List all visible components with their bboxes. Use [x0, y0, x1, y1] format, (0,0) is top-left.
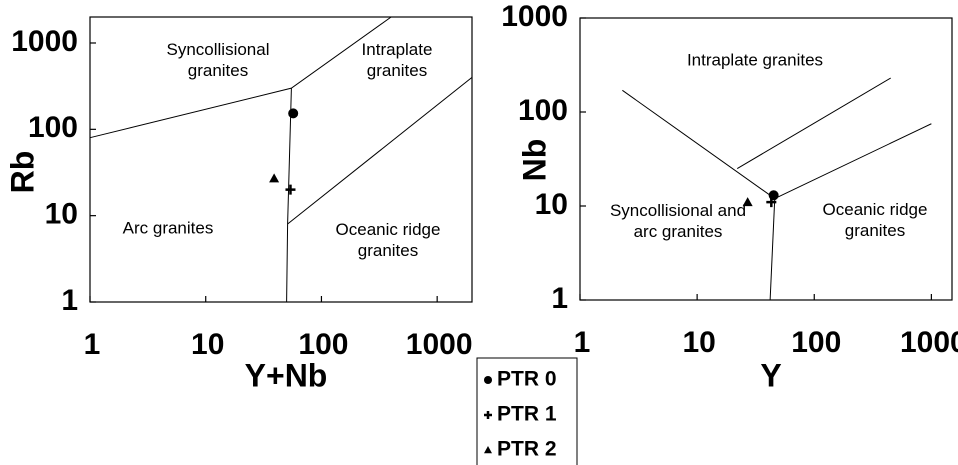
y-axis-label: Rb	[4, 151, 40, 194]
field-label: Syncollisional and arc granites	[609, 201, 747, 241]
legend-marker	[484, 411, 492, 419]
field-label: Oceanic ridge granites	[335, 220, 441, 260]
x-tick-label: 1000	[900, 326, 958, 359]
field-boundary	[622, 89, 932, 200]
data-point	[742, 197, 753, 207]
legend-marker	[484, 446, 492, 454]
y-axis-label: Nb	[516, 139, 552, 182]
field-boundary	[769, 198, 776, 301]
x-tick-label: 1000	[406, 328, 473, 361]
y-tick-label: 10	[45, 198, 78, 231]
plot-frame	[89, 16, 473, 303]
field-boundary	[736, 77, 892, 170]
x-axis-label: Y+Nb	[245, 357, 328, 393]
x-tick-label: 1	[84, 328, 101, 361]
legend-box	[476, 357, 578, 465]
legend-label: PTR 1	[497, 403, 557, 426]
field-label: Oceanic ridge granites	[822, 200, 928, 240]
field-label: Intraplate granites	[686, 50, 824, 70]
data-point	[766, 197, 777, 208]
y-tick-label: 100	[28, 111, 78, 144]
x-axis-label: Y	[760, 357, 781, 393]
field-label: Syncollisional granites	[166, 40, 270, 80]
legend-marker	[484, 376, 492, 384]
legend-label: PTR 0	[497, 368, 557, 391]
x-tick-label: 100	[791, 326, 841, 359]
field-boundary	[286, 88, 292, 303]
data-point	[285, 184, 296, 195]
y-tick-label: 1	[61, 284, 78, 317]
x-tick-label: 10	[682, 326, 715, 359]
y-tick-label: 1000	[501, 0, 568, 33]
field-label: Intraplate granites	[361, 40, 433, 80]
data-point	[288, 108, 299, 119]
data-point	[269, 173, 280, 183]
field-boundary	[287, 76, 473, 225]
x-tick-label: 1	[574, 326, 591, 359]
plot-frame	[579, 17, 953, 301]
field-label: Arc granites	[122, 218, 214, 238]
y-tick-label: 100	[518, 94, 568, 127]
x-tick-label: 100	[298, 328, 348, 361]
legend-label: PTR 2	[497, 438, 557, 461]
y-tick-label: 1	[551, 282, 568, 315]
x-tick-label: 10	[191, 328, 224, 361]
y-tick-label: 1000	[11, 25, 78, 58]
y-tick-label: 10	[535, 188, 568, 221]
